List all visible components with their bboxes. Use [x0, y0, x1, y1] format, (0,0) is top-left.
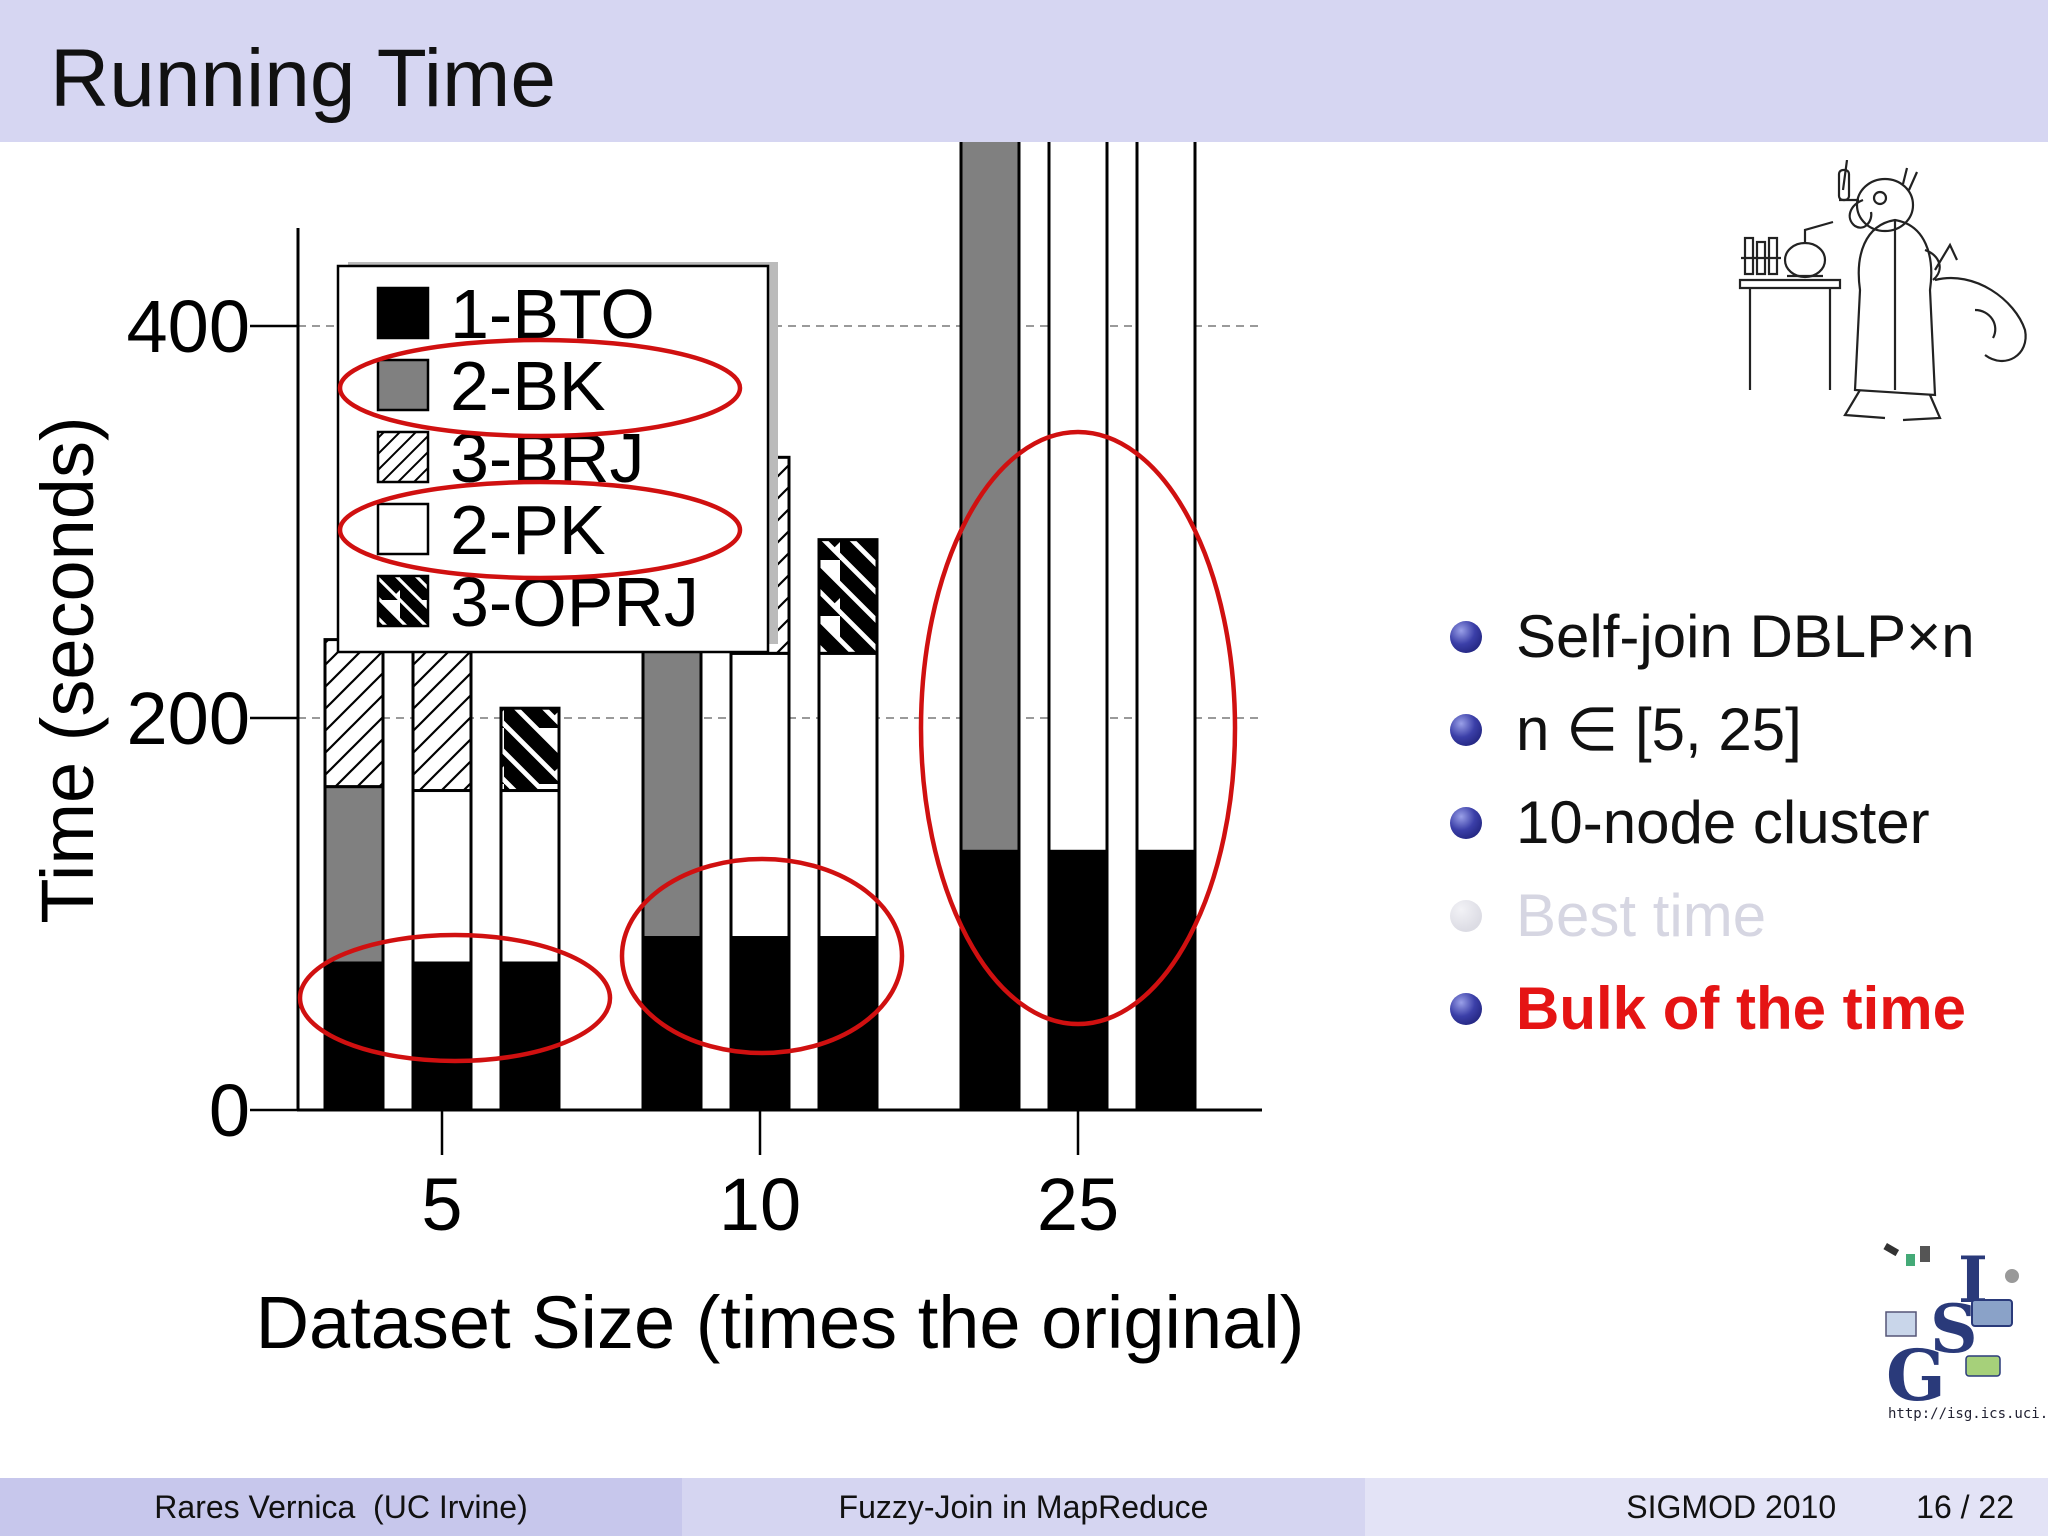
footer-conference-section: SIGMOD 2010 16 / 22: [1365, 1478, 2048, 1536]
bar-segment: [499, 961, 561, 1112]
bar-segment: [499, 706, 561, 793]
x-tick-label: 10: [719, 1163, 801, 1246]
bar-segment: [641, 936, 703, 1112]
bar-segment: [817, 651, 879, 940]
legend-swatch: [376, 430, 430, 484]
bar-segment: [817, 538, 879, 655]
bar-segment: [959, 142, 1021, 853]
bullet-item: 10-node cluster: [1450, 776, 1975, 869]
annotation-ellipse: [619, 856, 905, 1056]
bar-segment: [729, 936, 791, 1112]
legend-swatch: [376, 574, 430, 628]
legend-swatch: [376, 286, 430, 340]
footer-author-section: Rares Vernica (UC Irvine): [0, 1478, 682, 1536]
bar: [323, 638, 385, 1112]
y-tick-label: 200: [127, 677, 250, 760]
svg-text:S: S: [1930, 1290, 1978, 1368]
footer-author: Rares Vernica (UC Irvine): [154, 1488, 528, 1525]
bar-segment: [817, 936, 879, 1112]
bullet-dot-icon: [1450, 621, 1482, 653]
footer-talk-title: Fuzzy-Join in MapReduce: [838, 1488, 1209, 1525]
bullet-text: Best time: [1516, 882, 1767, 949]
bar: [959, 142, 1021, 1112]
y-tick-label: 400: [127, 285, 250, 368]
bar-segment: [1135, 142, 1197, 853]
bullet-text: n ∈ [5, 25]: [1516, 696, 1802, 763]
bar: [1135, 142, 1197, 1112]
annotation-ellipse: [337, 479, 743, 581]
bar: [411, 642, 473, 1112]
y-tick-label: 0: [209, 1069, 250, 1152]
bar-segment: [1047, 849, 1109, 1112]
legend-label: 2-PK: [450, 491, 606, 569]
bar-segment: [729, 651, 791, 940]
annotation-ellipse: [297, 932, 613, 1064]
bullet-dot-icon: [1450, 714, 1482, 746]
scientist-beaver-illustration: [1738, 160, 2027, 422]
bullet-dot-icon: [1450, 900, 1482, 932]
slide-title: Running Time: [50, 33, 556, 124]
bar-segment: [499, 789, 561, 965]
y-axis-label: Time (seconds): [26, 416, 109, 923]
legend-label: 2-BK: [450, 347, 606, 425]
logo-url: http://isg.ics.uci.edu: [1888, 1406, 2048, 1422]
axes: 020040060080051025Dataset Size (times th…: [26, 228, 1305, 1364]
bullet-item: Best time: [1450, 869, 1975, 962]
bars: [323, 142, 1197, 1112]
stacked-bar-chart: 020040060080051025Dataset Size (times th…: [26, 142, 1305, 1364]
x-tick-label: 25: [1037, 1163, 1119, 1246]
legend-swatch: [376, 502, 430, 556]
footer: Rares Vernica (UC Irvine) Fuzzy-Join in …: [0, 1478, 2048, 1536]
svg-text:G: G: [1886, 1334, 1946, 1410]
bullet-text: Self-join DBLP×n: [1516, 603, 1975, 670]
bar: [817, 538, 879, 1112]
footer-conference: SIGMOD 2010: [1626, 1488, 1837, 1525]
bullet-item: n ∈ [5, 25]: [1450, 683, 1975, 776]
bar: [499, 706, 561, 1112]
footer-page-number: 16 / 22: [1916, 1488, 2014, 1525]
x-axis-label: Dataset Size (times the original): [256, 1281, 1305, 1364]
bar-segment: [411, 642, 473, 793]
bar-segment: [959, 849, 1021, 1112]
bar-segment: [323, 638, 385, 789]
x-tick-label: 5: [421, 1163, 462, 1246]
bullet-list: Self-join DBLP×n n ∈ [5, 25] 10-node clust…: [1450, 590, 1975, 1055]
bullet-item: Bulk of the time: [1450, 962, 1975, 1055]
red-ellipse-annotations: [297, 337, 1238, 1064]
bullet-text: 10-node cluster: [1516, 789, 1930, 856]
title-bar: Running Time: [0, 0, 2048, 142]
bullet-item: Self-join DBLP×n: [1450, 590, 1975, 683]
bar-segment: [1047, 142, 1109, 853]
bar-segment: [641, 616, 703, 940]
annotation-ellipse: [918, 429, 1238, 1027]
isg-logo: I S G: [1883, 1243, 2019, 1410]
bar-segment: [411, 961, 473, 1112]
legend-swatch: [376, 358, 430, 412]
bar: [1047, 142, 1109, 1112]
footer-title-section: Fuzzy-Join in MapReduce: [682, 1478, 1365, 1536]
annotation-ellipse: [337, 337, 743, 439]
bullet-text: Bulk of the time: [1516, 975, 1967, 1042]
bar-segment: [1135, 849, 1197, 1112]
bullet-dot-icon: [1450, 807, 1482, 839]
bar-segment: [323, 785, 385, 965]
bullet-dot-icon: [1450, 993, 1482, 1025]
